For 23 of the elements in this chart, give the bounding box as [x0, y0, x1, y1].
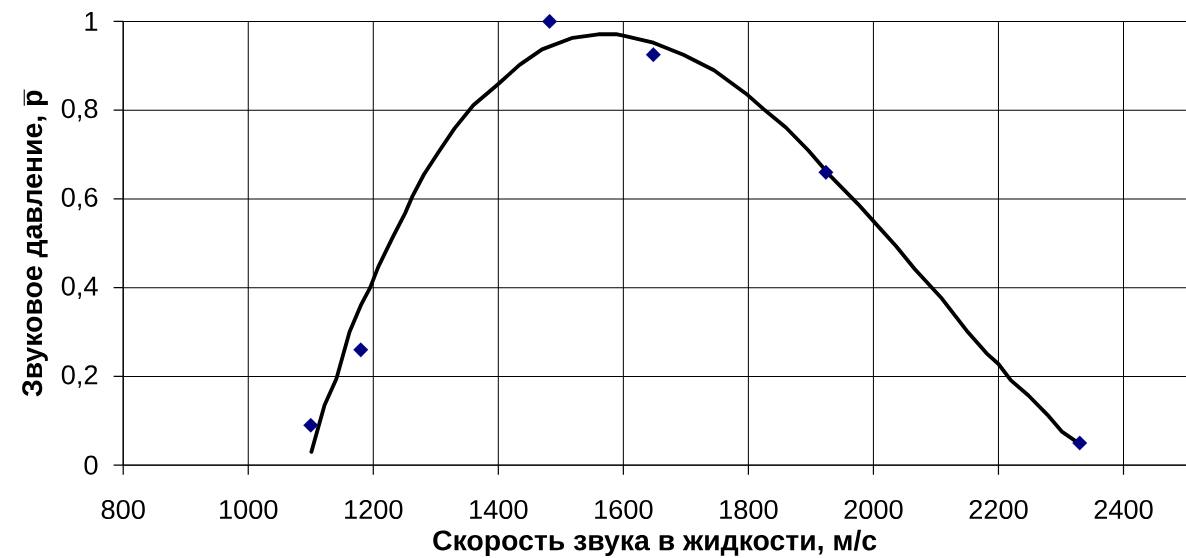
y-axis-title: Звуковое давление, p̅: [22, 89, 48, 397]
x-axis-title: Скорость звука в жидкости, м/с: [433, 529, 877, 557]
y-tick-label: 0,4: [61, 276, 98, 299]
x-tick-label: 1000: [220, 499, 278, 520]
x-tick-label: 1600: [595, 499, 653, 520]
y-tick-label: 1: [85, 12, 98, 31]
point: [1072, 435, 1088, 451]
y-tick-label: 0: [84, 455, 98, 475]
y-tick-label: 0,2: [61, 365, 98, 388]
x-tick-label: 800: [101, 499, 145, 520]
point: [818, 164, 834, 180]
x-tick-label: 2200: [969, 499, 1028, 520]
y-tick-label: 0,8: [61, 98, 98, 122]
x-tick-label: 1800: [720, 499, 778, 520]
x-tick-label: 1400: [470, 499, 528, 520]
y-tick-label: 0,6: [61, 187, 98, 211]
point: [353, 342, 369, 358]
x-tick-label: 2000: [844, 499, 903, 520]
point: [303, 417, 319, 433]
point: [645, 47, 661, 63]
x-tick-label: 2400: [1094, 499, 1153, 520]
point: [542, 13, 558, 29]
x-tick-label: 1200: [345, 499, 403, 520]
